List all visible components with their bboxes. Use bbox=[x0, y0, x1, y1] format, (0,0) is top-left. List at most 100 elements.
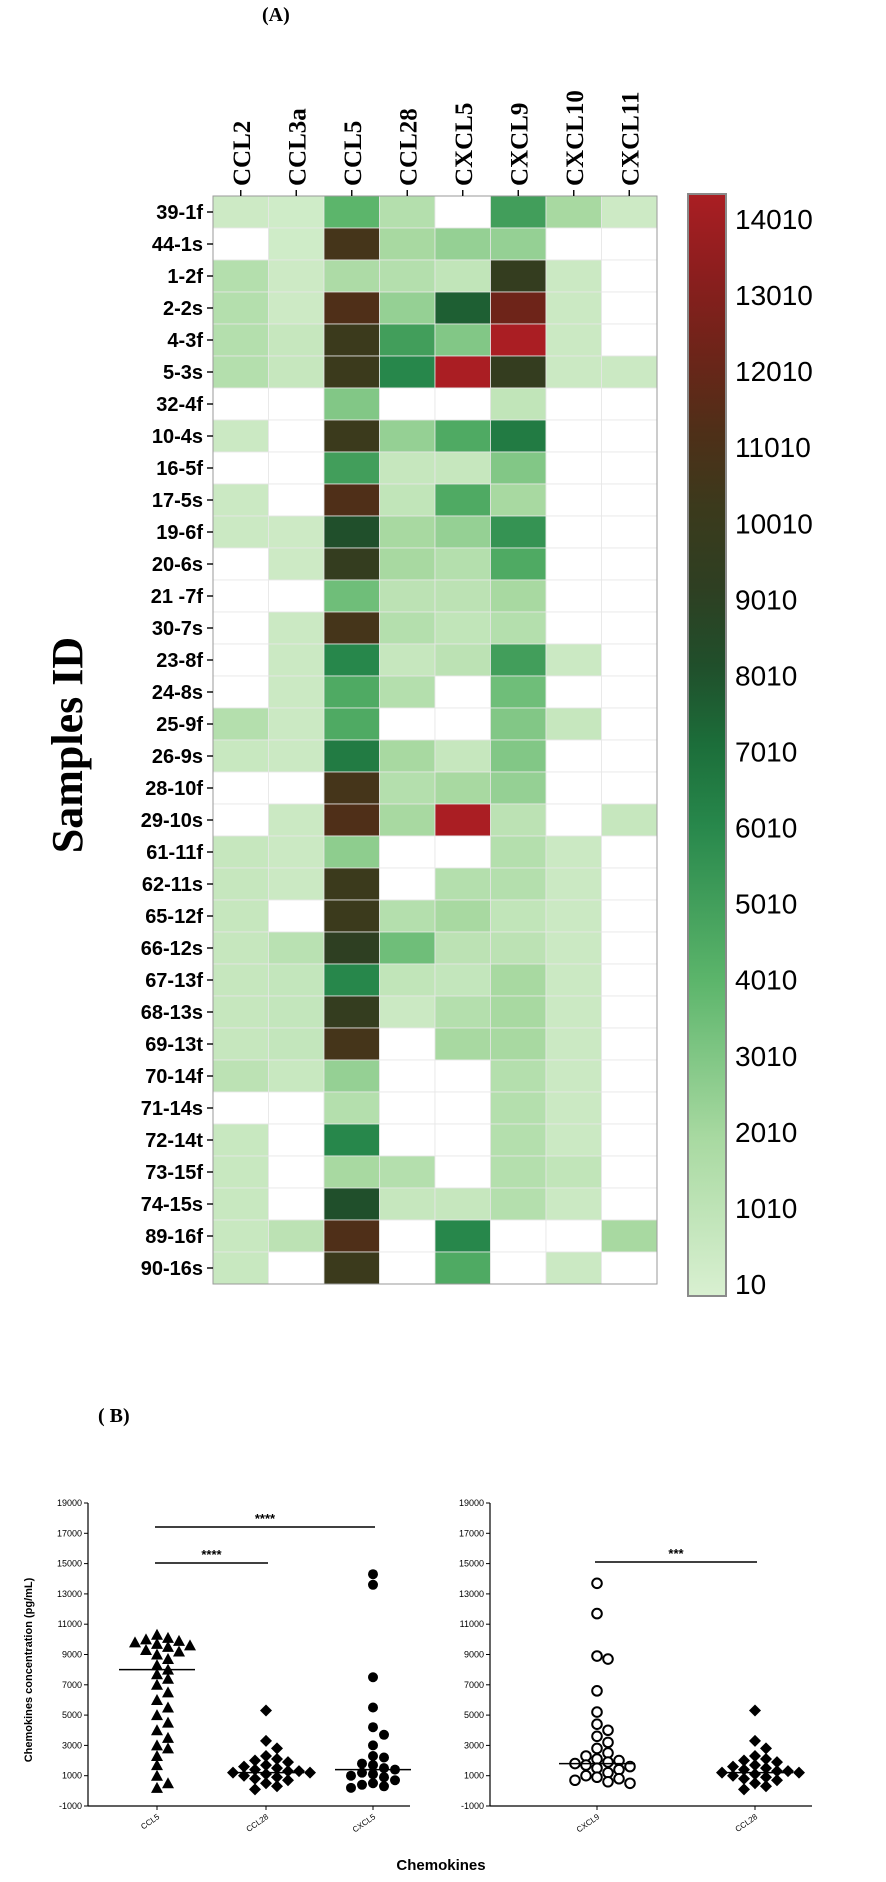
data-point-cxcl9 bbox=[591, 1718, 603, 1730]
data-point-ccl28 bbox=[760, 1780, 772, 1793]
heatmap-cell bbox=[490, 259, 547, 293]
x-axis-label: Chemokines bbox=[396, 1857, 485, 1874]
data-point-cxcl5 bbox=[357, 1758, 367, 1769]
row-label: 71-14s bbox=[141, 1098, 203, 1120]
heatmap-cell bbox=[323, 835, 380, 869]
heatmap-cell bbox=[601, 611, 658, 645]
data-point-cxcl5 bbox=[379, 1752, 389, 1763]
color-bar-tick-label: 6010 bbox=[735, 813, 797, 844]
heatmap-cell bbox=[601, 547, 658, 581]
color-bar-tick-label: 13010 bbox=[735, 280, 813, 311]
heatmap-cell bbox=[434, 707, 491, 741]
heatmap-border bbox=[212, 195, 658, 1285]
heatmap-cell bbox=[268, 355, 325, 389]
data-point-ccl28 bbox=[727, 1769, 739, 1782]
row-label: 30-7s bbox=[152, 618, 203, 640]
row-label: 29-10s bbox=[141, 810, 203, 832]
heatmap-cell bbox=[212, 803, 269, 837]
heatmap-cell bbox=[545, 323, 602, 357]
panel-b-label: ( B) bbox=[98, 1405, 130, 1427]
heatmap-cell bbox=[268, 451, 325, 485]
heatmap-cell bbox=[601, 291, 658, 325]
heatmap-cell bbox=[601, 931, 658, 965]
heatmap-cell bbox=[490, 1027, 547, 1061]
heatmap-cell bbox=[323, 771, 380, 805]
heatmap-cell bbox=[212, 579, 269, 613]
data-point-ccl28 bbox=[760, 1753, 772, 1766]
heatmap-cell bbox=[212, 291, 269, 325]
color-bar bbox=[687, 193, 727, 1297]
data-point-ccl5 bbox=[151, 1769, 163, 1781]
heatmap-cell bbox=[212, 675, 269, 709]
heatmap-cell bbox=[601, 323, 658, 357]
data-point-ccl5 bbox=[140, 1633, 152, 1645]
heatmap-cell bbox=[545, 1187, 602, 1221]
heatmap-cell bbox=[379, 643, 436, 677]
heatmap-cell bbox=[545, 739, 602, 773]
heatmap-cell bbox=[601, 387, 658, 421]
data-point-cxcl5 bbox=[368, 1769, 378, 1780]
heatmap-cell bbox=[323, 867, 380, 901]
data-point-cxcl5 bbox=[368, 1740, 378, 1751]
data-point-cxcl5 bbox=[379, 1729, 389, 1740]
heatmap-cell bbox=[601, 771, 658, 805]
heatmap-cell bbox=[490, 1155, 547, 1189]
heatmap-cell bbox=[268, 739, 325, 773]
heatmap-cell bbox=[379, 739, 436, 773]
data-point-ccl5 bbox=[129, 1636, 141, 1648]
data-point-ccl28 bbox=[749, 1704, 761, 1717]
heatmap-cell bbox=[323, 899, 380, 933]
data-point-ccl28 bbox=[282, 1774, 294, 1787]
data-point-cxcl5 bbox=[379, 1772, 389, 1783]
heatmap-cell bbox=[601, 963, 658, 997]
row-label: 70-14f bbox=[145, 1066, 203, 1088]
data-point-ccl28 bbox=[260, 1734, 272, 1747]
heatmap-cell bbox=[490, 931, 547, 965]
heatmap-cell bbox=[545, 579, 602, 613]
heatmap-cell bbox=[434, 1091, 491, 1125]
data-point-cxcl5 bbox=[368, 1722, 378, 1733]
heatmap-cell bbox=[379, 1219, 436, 1253]
heatmap-cell bbox=[323, 1059, 380, 1093]
data-point-ccl5 bbox=[173, 1645, 185, 1657]
data-point-ccl28 bbox=[793, 1766, 805, 1779]
data-point-ccl5 bbox=[173, 1634, 185, 1646]
data-point-ccl5 bbox=[151, 1739, 163, 1751]
column-label: CXCL10 bbox=[562, 90, 589, 186]
heatmap-cell bbox=[601, 1155, 658, 1189]
data-point-cxcl5 bbox=[379, 1763, 389, 1774]
data-point-ccl28 bbox=[771, 1756, 783, 1769]
row-label: 65-12f bbox=[145, 906, 203, 928]
row-label: 74-15s bbox=[141, 1194, 203, 1216]
heatmap-cell bbox=[212, 515, 269, 549]
heatmap-cell bbox=[323, 1155, 380, 1189]
color-bar-tick-label: 10 bbox=[735, 1269, 766, 1300]
heatmap-cell bbox=[268, 1091, 325, 1125]
heatmap-cell bbox=[379, 867, 436, 901]
data-point-ccl28 bbox=[249, 1754, 261, 1767]
heatmap-cell bbox=[323, 1123, 380, 1157]
data-point-ccl5 bbox=[151, 1724, 163, 1736]
data-point-ccl28 bbox=[249, 1772, 261, 1785]
heatmap-cell bbox=[268, 803, 325, 837]
data-point-ccl28 bbox=[304, 1766, 316, 1779]
heatmap-cell bbox=[379, 803, 436, 837]
heatmap-cell bbox=[434, 995, 491, 1029]
data-point-ccl5 bbox=[151, 1648, 163, 1660]
data-point-ccl28 bbox=[282, 1765, 294, 1778]
heatmap-cell bbox=[490, 707, 547, 741]
row-label: 72-14t bbox=[145, 1130, 203, 1152]
heatmap-cell bbox=[323, 995, 380, 1029]
heatmap-cell bbox=[490, 515, 547, 549]
heatmap-cell bbox=[212, 451, 269, 485]
data-point-cxcl5 bbox=[368, 1778, 378, 1789]
data-point-ccl28 bbox=[271, 1771, 283, 1784]
data-point-cxcl9 bbox=[602, 1724, 614, 1737]
heatmap-cell bbox=[379, 611, 436, 645]
color-bar-tick-label: 9010 bbox=[735, 584, 797, 615]
column-label: CXCL11 bbox=[617, 92, 644, 186]
x-tick-label: CCL28 bbox=[734, 1812, 760, 1834]
data-point-ccl5 bbox=[162, 1631, 174, 1643]
data-point-cxcl5 bbox=[368, 1672, 378, 1683]
